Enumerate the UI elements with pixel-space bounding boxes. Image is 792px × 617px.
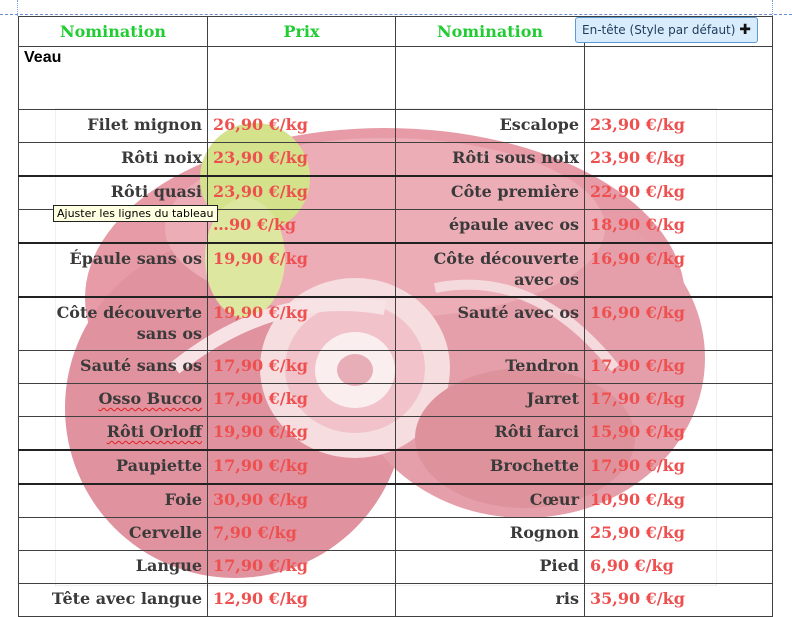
item-name-left[interactable]: Rôti quasi [18,175,208,210]
item-name-right[interactable]: Rognon [395,517,585,551]
item-price-left[interactable]: …90 €/kg [207,209,396,244]
item-name-right[interactable]: Escalope [395,109,585,143]
item-price-right[interactable]: 10,90 €/kg [584,483,773,518]
item-name-left[interactable]: Osso Bucco [18,383,208,417]
item-name-right[interactable]: Pied [395,550,585,584]
item-name-right[interactable]: Brochette [395,449,585,485]
paragraph-style-indicator[interactable]: En-tête (Style par défaut) ✚ [575,17,758,43]
item-name-right[interactable]: Sauté avec os [395,296,585,351]
item-name-left[interactable]: Foie [18,483,208,518]
table-row: Sauté sans os 17,90 €/kg Tendron 17,90 €… [18,350,773,384]
item-name-right[interactable]: Côte première [395,175,585,210]
table-row: Cervelle 7,90 €/kg Rognon 25,90 €/kg [18,517,773,551]
table-row: Rôti Orloff 19,90 €/kg Rôti farci 15,90 … [18,416,773,451]
item-name-right[interactable]: Rôti farci [395,416,585,451]
item-name-right[interactable]: Jarret [395,383,585,417]
item-price-right[interactable]: 6,90 €/kg [584,550,773,584]
item-name-left[interactable]: Paupiette [18,449,208,485]
item-price-right[interactable]: 18,90 €/kg [584,209,773,244]
item-name-right[interactable]: Cœur [395,483,585,518]
item-price-left[interactable]: 26,90 €/kg [207,109,396,143]
table-row: Côte découverte sans os 19,90 €/kg Sauté… [18,296,773,351]
table-row: Osso Bucco 17,90 €/kg Jarret 17,90 €/kg [18,383,773,417]
item-price-left[interactable]: 19,90 €/kg [207,296,396,351]
item-price-right[interactable]: 35,90 €/kg [584,583,773,617]
spellcheck-flagged-text: Osso Bucco [98,389,202,408]
item-price-left[interactable]: 30,90 €/kg [207,483,396,518]
page-boundary-guide [0,14,792,15]
title-empty-cell[interactable] [395,46,585,110]
item-price-left[interactable]: 12,90 €/kg [207,583,396,617]
item-price-left[interactable]: 17,90 €/kg [207,449,396,485]
item-name-left[interactable]: Épaule sans os [18,242,208,298]
item-price-left[interactable]: 23,90 €/kg [207,175,396,210]
item-price-right[interactable]: 17,90 €/kg [584,350,773,384]
item-name-left[interactable]: Côte découverte sans os [18,296,208,351]
price-table[interactable]: Nomination Prix Nomination Veau Filet mi… [18,16,773,617]
item-price-left[interactable]: 19,90 €/kg [207,416,396,451]
table-row: Rôti quasi 23,90 €/kg Côte première 22,9… [18,175,773,210]
header-prix: Prix [207,16,396,47]
item-price-right[interactable]: 16,90 €/kg [584,296,773,351]
item-price-left[interactable]: 17,90 €/kg [207,350,396,384]
title-empty-cell[interactable] [584,46,773,110]
add-style-icon[interactable]: ✚ [739,22,751,38]
section-title[interactable]: Veau [18,46,208,110]
item-price-right[interactable]: 17,90 €/kg [584,449,773,485]
item-price-right[interactable]: 17,90 €/kg [584,383,773,417]
item-price-left[interactable]: 17,90 €/kg [207,550,396,584]
item-name-left[interactable]: Rôti noix [18,142,208,177]
item-name-left[interactable]: Sauté sans os [18,350,208,384]
item-name-right[interactable]: épaule avec os [395,209,585,244]
header-nomination-right: Nomination [395,16,585,47]
title-empty-cell[interactable] [207,46,396,110]
style-indicator-label: En-tête (Style par défaut) [582,23,736,37]
header-nomination-left: Nomination [18,16,208,47]
item-name-left[interactable]: Tête avec langue [18,583,208,617]
item-price-left[interactable]: 23,90 €/kg [207,142,396,177]
table-row: Rôti noix 23,90 €/kg Rôti sous noix 23,9… [18,142,773,177]
item-price-right[interactable]: 23,90 €/kg [584,109,773,143]
item-name-right[interactable]: Tendron [395,350,585,384]
page-margin-right [772,0,773,16]
item-name-right[interactable]: Rôti sous noix [395,142,585,177]
spellcheck-flagged-text: Rôti Orloff [106,422,202,441]
item-price-right[interactable]: 16,90 €/kg [584,242,773,298]
item-name-right[interactable]: Côte découverte avec os [395,242,585,298]
item-name-left[interactable]: Rôti Orloff [18,416,208,451]
section-title-row: Veau [18,46,773,110]
item-price-left[interactable]: 17,90 €/kg [207,383,396,417]
table-row: Tête avec langue 12,90 €/kg ris 35,90 €/… [18,583,773,617]
item-price-right[interactable]: 22,90 €/kg [584,175,773,210]
table-tooltip: Ajuster les lignes du tableau [53,205,218,222]
table-row: Foie 30,90 €/kg Cœur 10,90 €/kg [18,483,773,518]
item-name-left[interactable]: Cervelle [18,517,208,551]
item-price-right[interactable]: 23,90 €/kg [584,142,773,177]
item-price-left[interactable]: 7,90 €/kg [207,517,396,551]
table-row: Paupiette 17,90 €/kg Brochette 17,90 €/k… [18,449,773,485]
item-name-left[interactable]: Filet mignon [18,109,208,143]
item-price-right[interactable]: 25,90 €/kg [584,517,773,551]
table-row: Filet mignon 26,90 €/kg Escalope 23,90 €… [18,109,773,143]
item-price-left[interactable]: 19,90 €/kg [207,242,396,298]
item-price-right[interactable]: 15,90 €/kg [584,416,773,451]
item-name-left[interactable]: Langue [18,550,208,584]
table-row: …90 €/kg épaule avec os 18,90 €/kg [18,209,773,244]
table-row: Épaule sans os 19,90 €/kg Côte découvert… [18,242,773,298]
item-name-right[interactable]: ris [395,583,585,617]
table-row: Langue 17,90 €/kg Pied 6,90 €/kg [18,550,773,584]
page-margin-left [17,0,18,16]
